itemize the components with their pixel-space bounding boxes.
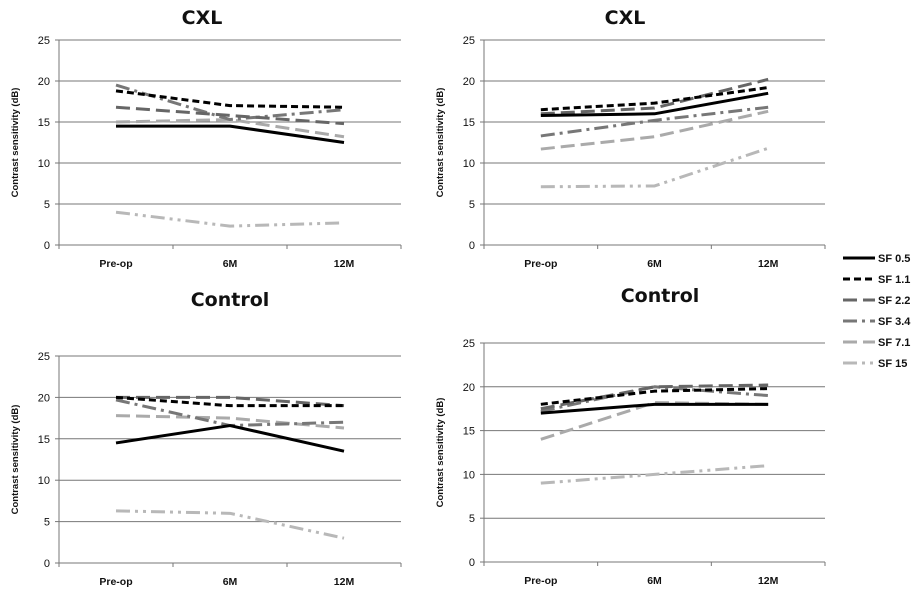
chart-title: CXL bbox=[605, 7, 646, 29]
y-tick-label: 0 bbox=[469, 240, 475, 252]
series-line-sf-2-2 bbox=[116, 395, 345, 408]
legend-label: SF 0.5 bbox=[878, 253, 910, 265]
y-tick-label: 20 bbox=[463, 76, 475, 88]
x-tick-label: Pre-op bbox=[99, 576, 132, 588]
series-line-sf-7-1 bbox=[540, 109, 769, 151]
series-line-sf-0-5 bbox=[540, 402, 769, 415]
series-line-sf-15 bbox=[540, 464, 769, 485]
x-tick-label: 6M bbox=[647, 575, 662, 587]
legend-label: SF 2.2 bbox=[878, 295, 910, 307]
y-tick-label: 5 bbox=[44, 199, 50, 211]
legend-label: SF 7.1 bbox=[878, 337, 910, 349]
chart-panel-4: Control 0 5 10 15 20 25 Pre-op 6M 12M Contrast sen… bbox=[435, 285, 826, 587]
y-axis-label: Contrast sensitivity (dB) bbox=[435, 88, 446, 198]
series-line-sf-0-5 bbox=[540, 91, 769, 117]
series-line-sf-3-4 bbox=[540, 385, 769, 413]
series-line-sf-7-1 bbox=[115, 118, 345, 139]
y-tick-label: 25 bbox=[463, 35, 475, 47]
x-tick-label: 6M bbox=[647, 258, 662, 270]
legend-label: SF 1.1 bbox=[878, 274, 910, 286]
series-line-sf-0-5 bbox=[116, 124, 345, 144]
y-axis-label: Contrast sensitivity (dB) bbox=[10, 405, 21, 515]
legend-label: SF 3.4 bbox=[878, 316, 911, 328]
series-line-sf-3-4 bbox=[115, 83, 345, 122]
series-line-sf-7-1 bbox=[540, 401, 769, 441]
x-tick-label: 12M bbox=[334, 576, 355, 588]
y-axis-label: Contrast sensitivity (dB) bbox=[435, 398, 446, 508]
legend: SF 0.5 SF 1.1 SF 2.2 SF 3.4 SF 7.1 SF 15 bbox=[843, 253, 911, 370]
y-tick-label: 15 bbox=[463, 117, 475, 129]
series-line-sf-1-1 bbox=[115, 89, 345, 109]
legend-label: SF 15 bbox=[878, 358, 907, 370]
y-tick-label: 15 bbox=[38, 434, 50, 446]
y-tick-label: 15 bbox=[38, 117, 50, 129]
y-tick-label: 10 bbox=[38, 475, 50, 487]
x-tick-label: 6M bbox=[223, 576, 238, 588]
x-tick-label: 12M bbox=[758, 258, 779, 270]
series-line-sf-15 bbox=[115, 210, 345, 228]
series-line-sf-15 bbox=[540, 146, 769, 189]
x-tick-label: 12M bbox=[334, 258, 355, 270]
series-line-sf-15 bbox=[115, 509, 345, 540]
series-line-sf-0-5 bbox=[115, 424, 345, 453]
series-line-sf-2-2 bbox=[115, 105, 345, 126]
y-tick-label: 10 bbox=[38, 158, 50, 170]
chart-title: CXL bbox=[182, 7, 223, 29]
chart-panel-1: CXL 0 5 10 15 20 25 Pre-op 6M 12M Contrast sensiti… bbox=[10, 7, 402, 270]
y-tick-label: 25 bbox=[38, 351, 50, 363]
series-line-sf-3-4 bbox=[540, 105, 769, 138]
y-tick-label: 5 bbox=[469, 513, 475, 525]
x-tick-label: Pre-op bbox=[524, 575, 557, 587]
y-tick-label: 10 bbox=[463, 158, 475, 170]
series-line-sf-1-1 bbox=[115, 395, 344, 408]
series-line-sf-1-1 bbox=[540, 86, 769, 112]
series-line-sf-2-2 bbox=[540, 77, 769, 116]
series-line-sf-2-2 bbox=[540, 383, 769, 411]
chart-panel-2: CXL 0 5 10 15 20 25 Pre-op 6M 12M Contrast sensiti… bbox=[435, 7, 826, 270]
y-tick-label: 15 bbox=[463, 426, 475, 438]
chart-panel-3: Control 0 5 10 15 20 25 Pre-op 6M 12M Contrast sen… bbox=[10, 289, 402, 588]
chart-title: Control bbox=[621, 285, 700, 307]
x-tick-label: 6M bbox=[223, 258, 238, 270]
y-tick-label: 20 bbox=[38, 76, 50, 88]
y-tick-label: 20 bbox=[463, 382, 475, 394]
series-line-sf-1-1 bbox=[540, 387, 769, 406]
y-tick-label: 5 bbox=[469, 199, 475, 211]
y-tick-label: 5 bbox=[44, 517, 50, 529]
y-tick-label: 25 bbox=[38, 35, 50, 47]
y-tick-label: 0 bbox=[469, 557, 475, 569]
x-tick-label: Pre-op bbox=[99, 258, 132, 270]
y-tick-label: 0 bbox=[44, 240, 50, 252]
x-tick-label: 12M bbox=[758, 575, 779, 587]
y-tick-label: 10 bbox=[463, 469, 475, 481]
y-tick-label: 0 bbox=[44, 558, 50, 570]
series-line-sf-3-4 bbox=[115, 398, 345, 428]
y-tick-label: 25 bbox=[463, 338, 475, 350]
y-tick-label: 20 bbox=[38, 392, 50, 404]
chart-title: Control bbox=[191, 289, 270, 311]
y-axis-label: Contrast sensitivity (dB) bbox=[10, 88, 21, 198]
x-tick-label: Pre-op bbox=[524, 258, 557, 270]
